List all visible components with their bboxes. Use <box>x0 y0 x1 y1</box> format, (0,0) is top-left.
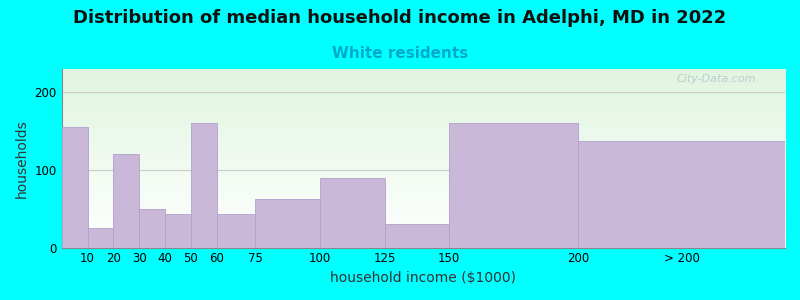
Text: White residents: White residents <box>332 46 468 62</box>
Text: City-Data.com: City-Data.com <box>677 74 756 84</box>
Bar <box>320 178 385 248</box>
Bar <box>62 127 87 248</box>
Bar <box>139 209 165 248</box>
X-axis label: household income ($1000): household income ($1000) <box>330 271 516 285</box>
Bar <box>191 123 217 248</box>
Y-axis label: households: households <box>15 119 29 198</box>
Bar <box>165 214 191 248</box>
Text: Distribution of median household income in Adelphi, MD in 2022: Distribution of median household income … <box>74 9 726 27</box>
Bar <box>255 200 320 247</box>
Bar <box>87 228 114 248</box>
Bar <box>449 123 578 248</box>
Bar <box>578 141 785 247</box>
Bar <box>114 154 139 248</box>
Bar <box>385 224 449 248</box>
Bar <box>217 214 255 248</box>
